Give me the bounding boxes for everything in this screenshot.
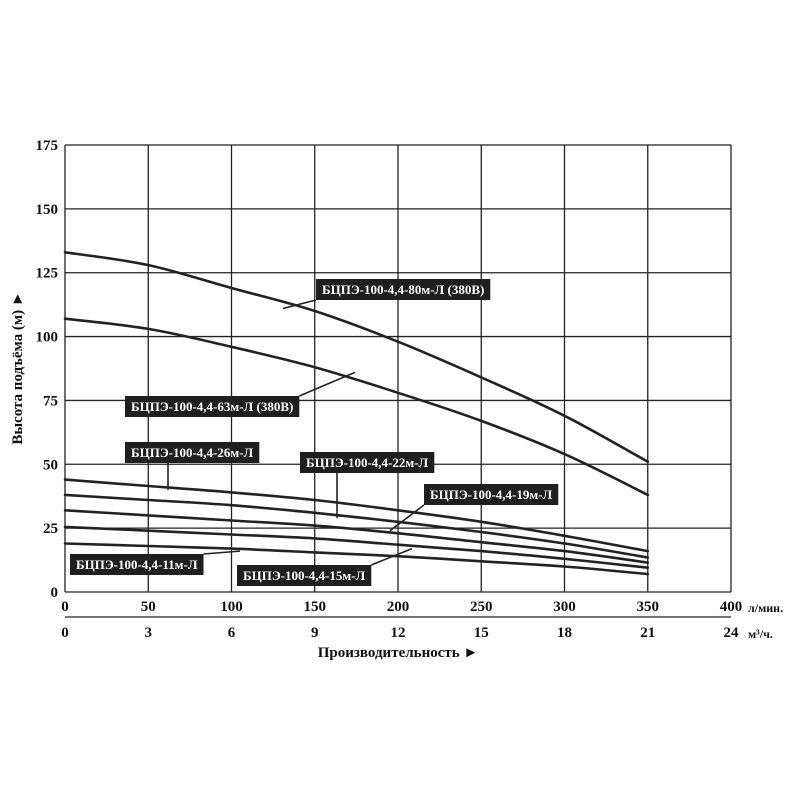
y-axis-title: Высота подъёма (м) ► — [10, 291, 26, 444]
x-tick-label-secondary: 15 — [474, 625, 489, 641]
series-label-3: БЦПЭ-100-4,4-22м-Л — [300, 452, 435, 518]
x-tick-label-secondary: 9 — [311, 625, 319, 641]
series-label-text: БЦПЭ-100-4,4-63м-Л (380В) — [131, 399, 293, 414]
x-tick-label-secondary: 21 — [640, 625, 655, 641]
series-line-5 — [63, 525, 650, 569]
series-label-box — [125, 396, 300, 417]
series-label-box — [70, 554, 204, 575]
y-tick-label: 125 — [36, 266, 59, 282]
series-label-box — [125, 442, 260, 463]
series-label-leader — [389, 504, 425, 532]
series-label-leader — [203, 550, 241, 555]
series-label-5: БЦПЭ-100-4,4-15м-Л — [237, 547, 413, 586]
series-label-leader — [370, 547, 413, 566]
series-line-0 — [63, 251, 650, 463]
x-unit-secondary: м³/ч. — [748, 627, 773, 641]
x-tick-label-primary: 150 — [304, 599, 327, 615]
x-tick-label-secondary: 3 — [145, 625, 153, 641]
x-tick-label-primary: 400 — [720, 599, 743, 615]
series-labels: БЦПЭ-100-4,4-80м-Л (380В) БЦПЭ-100-4,4-63… — [70, 279, 559, 586]
x-tick-label-secondary: 18 — [557, 625, 572, 641]
x-tick-label-secondary: 24 — [724, 625, 740, 641]
x-tick-label-primary: 350 — [637, 599, 660, 615]
y-tick-label: 175 — [36, 138, 59, 154]
x-tick-label-primary: 100 — [220, 599, 243, 615]
series-label-box — [300, 452, 435, 473]
series-label-text: БЦПЭ-100-4,4-19м-Л — [430, 487, 553, 502]
y-tick-label: 50 — [43, 457, 58, 473]
axis-ticks: 0 50 100 150 200 250 300 350 400 0 3 6 9 12 15 18 21 24 0 2… — [36, 138, 743, 641]
series-line-2 — [63, 478, 650, 553]
series-label-0: БЦПЭ-100-4,4-80м-Л (380В) — [282, 279, 491, 310]
x-unit-primary: л/мин. — [748, 601, 783, 615]
series-label-1: БЦПЭ-100-4,4-63м-Л (380В) — [125, 371, 356, 417]
series-label-box — [424, 484, 559, 505]
x-tick-label-primary: 250 — [470, 599, 493, 615]
series-label-2: БЦПЭ-100-4,4-26м-Л — [125, 442, 260, 490]
x-tick-label-primary: 50 — [141, 599, 156, 615]
series-label-leader — [282, 299, 317, 310]
x-tick-label-primary: 300 — [553, 599, 576, 615]
series-line-4 — [63, 509, 650, 564]
series-line-6 — [63, 542, 650, 576]
series-label-4: БЦПЭ-100-4,4-19м-Л — [389, 484, 559, 532]
y-tick-label: 150 — [36, 202, 59, 218]
x-tick-label-primary: 0 — [61, 599, 69, 615]
y-tick-label: 25 — [43, 521, 58, 537]
y-tick-label: 0 — [51, 585, 59, 601]
series-label-text: БЦПЭ-100-4,4-11м-Л — [76, 557, 198, 572]
series-label-box — [316, 279, 491, 300]
x-tick-label-secondary: 0 — [61, 625, 69, 641]
series-label-text: БЦПЭ-100-4,4-26м-Л — [131, 445, 254, 460]
series-label-leader — [299, 371, 356, 397]
series-label-text: БЦПЭ-100-4,4-80м-Л (380В) — [322, 282, 484, 297]
x-tick-label-secondary: 6 — [228, 625, 236, 641]
y-tick-label: 75 — [43, 393, 58, 409]
series-label-box — [237, 565, 372, 586]
x-tick-label-primary: 200 — [387, 599, 410, 615]
grid — [64, 144, 732, 618]
x-axis-title: Производительность ► — [318, 645, 479, 661]
series-label-text: БЦПЭ-100-4,4-15м-Л — [243, 568, 366, 583]
x-tick-label-secondary: 12 — [391, 625, 406, 641]
y-tick-label: 100 — [36, 330, 59, 346]
series-line-3 — [63, 493, 650, 559]
performance-curves — [63, 251, 650, 576]
series-line-1 — [63, 317, 650, 497]
series-label-text: БЦПЭ-100-4,4-22м-Л — [306, 455, 429, 470]
series-label-6: БЦПЭ-100-4,4-11м-Л — [70, 550, 241, 575]
